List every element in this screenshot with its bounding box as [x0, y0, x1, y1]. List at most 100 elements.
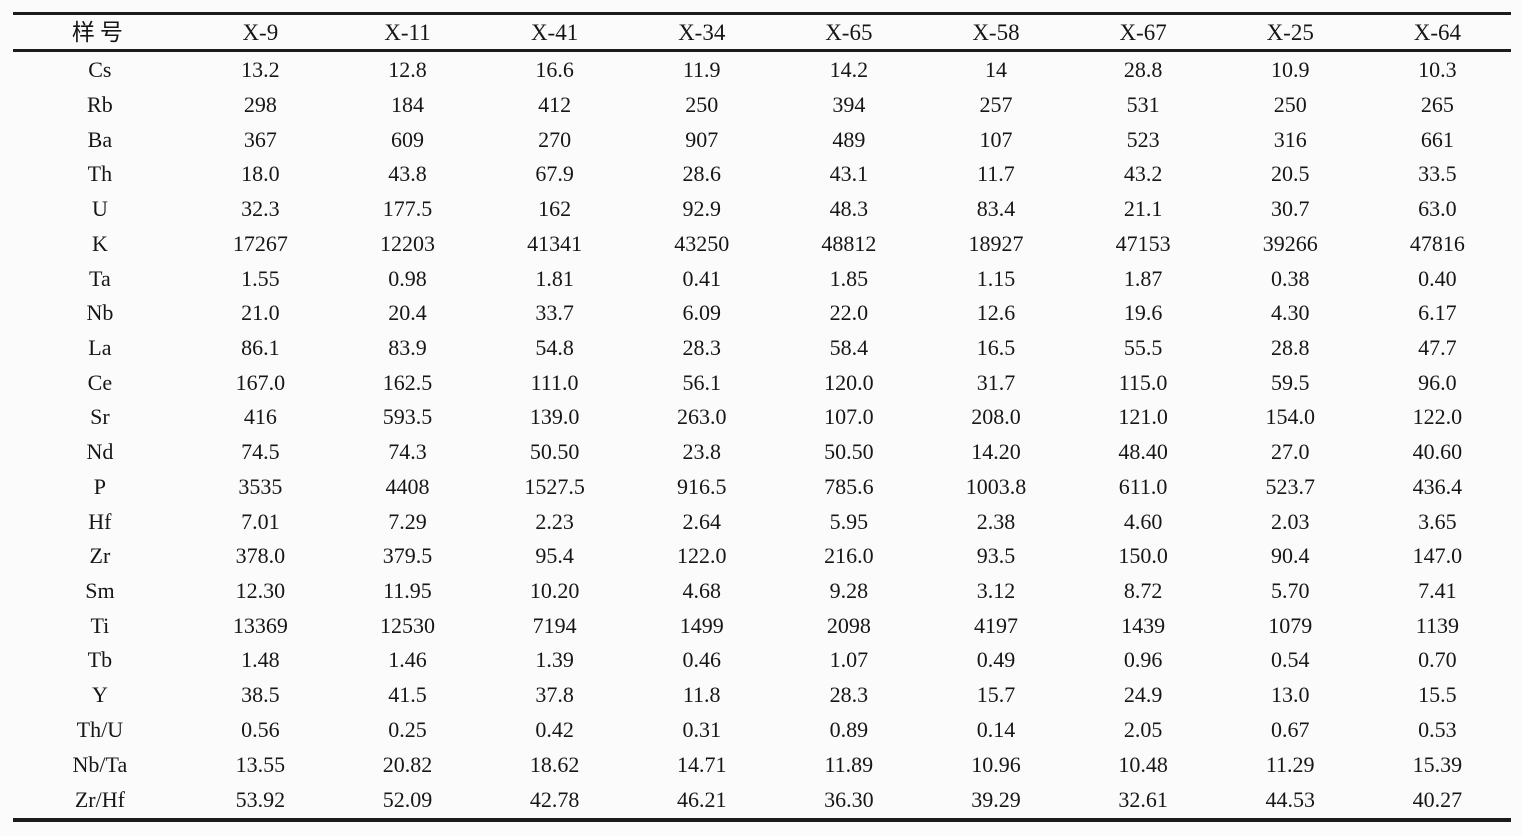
sample-column-header: X-64 [1413, 19, 1462, 45]
value-cell: 42.78 [529, 786, 580, 812]
value-cell: 47816 [1409, 230, 1465, 256]
value-cell: 107 [979, 126, 1013, 152]
value-cell: 9.28 [829, 578, 869, 604]
value-cell: 28.8 [1270, 334, 1310, 360]
value-cell: 1.07 [829, 647, 869, 673]
table-row: U 32.3 177.5 162 92.9 48.3 83.4 21.1 30.7 63.0 [13, 192, 1511, 227]
value-cell: 31.7 [976, 369, 1016, 395]
value-cell: 3.65 [1418, 508, 1457, 534]
value-cell: 44.53 [1265, 786, 1315, 812]
value-cell: 93.5 [976, 543, 1016, 569]
value-cell: 15.5 [1418, 682, 1457, 708]
element-row-label: Y [91, 682, 108, 708]
value-cell: 39.29 [971, 786, 1021, 812]
value-cell: 111.0 [530, 369, 579, 395]
value-cell: 1.15 [976, 265, 1016, 291]
value-cell: 17267 [232, 230, 288, 256]
value-cell: 74.3 [388, 439, 427, 465]
value-cell: 43.8 [388, 161, 427, 187]
value-cell: 56.1 [682, 369, 721, 395]
value-cell: 83.9 [388, 334, 427, 360]
table-row: Nb/Ta 13.55 20.82 18.62 14.71 11.89 10.96 10.48… [13, 747, 1511, 782]
value-cell: 1499 [679, 612, 724, 638]
value-cell: 0.46 [682, 647, 721, 673]
value-cell: 90.4 [1270, 543, 1310, 569]
value-cell: 43.1 [829, 161, 869, 187]
value-cell: 13.0 [1270, 682, 1310, 708]
element-row-label: Nb/Ta [72, 751, 128, 777]
value-cell: 378.0 [235, 543, 286, 569]
value-cell: 3.12 [976, 578, 1016, 604]
value-cell: 1.81 [535, 265, 574, 291]
value-cell: 47153 [1115, 230, 1171, 256]
sample-column-header: X-67 [1119, 19, 1167, 45]
sample-id-column-header: 样号 [71, 19, 128, 45]
value-cell: 7.01 [241, 508, 280, 534]
value-cell: 19.6 [1123, 300, 1163, 326]
value-cell: 20.82 [382, 751, 433, 777]
value-cell: 2098 [826, 612, 871, 638]
value-cell: 12.8 [388, 56, 427, 82]
value-cell: 0.25 [388, 716, 427, 742]
value-cell: 14 [984, 56, 1007, 82]
value-cell: 609 [390, 126, 424, 152]
table-row: Ba 367 609 270 907 489 107 523 316 661 [13, 122, 1511, 157]
element-row-label: Ce [87, 369, 113, 395]
value-cell: 2.38 [976, 508, 1016, 534]
value-cell: 1139 [1415, 612, 1459, 638]
table-row: Rb 298 184 412 250 394 257 531 250 265 [13, 88, 1511, 123]
value-cell: 14.20 [971, 439, 1021, 465]
value-cell: 50.50 [824, 439, 874, 465]
value-cell: 1.46 [388, 647, 427, 673]
value-cell: 32.61 [1118, 786, 1168, 812]
element-row-label: K [91, 230, 108, 256]
value-cell: 11.9 [682, 56, 721, 82]
value-cell: 63.0 [1418, 196, 1457, 222]
value-cell: 28.3 [829, 682, 869, 708]
table-row: Nd 74.5 74.3 50.50 23.8 50.50 14.20 48.40 27.0 40… [13, 435, 1511, 470]
value-cell: 6.17 [1418, 300, 1457, 326]
value-cell: 184 [390, 91, 424, 117]
value-cell: 250 [685, 91, 719, 117]
value-cell: 13.2 [241, 56, 280, 82]
value-cell: 46.21 [676, 786, 727, 812]
element-row-label: Hf [88, 508, 112, 534]
value-cell: 916.5 [676, 473, 727, 499]
value-cell: 30.7 [1270, 196, 1310, 222]
value-cell: 36.30 [824, 786, 874, 812]
value-cell: 48.40 [1118, 439, 1168, 465]
value-cell: 55.5 [1123, 334, 1163, 360]
value-cell: 12530 [379, 612, 435, 638]
element-row-label: La [88, 334, 112, 360]
value-cell: 263.0 [676, 404, 727, 430]
value-cell: 18.0 [241, 161, 280, 187]
element-row-label: Sr [90, 404, 110, 430]
value-cell: 16.5 [976, 334, 1016, 360]
value-cell: 257 [979, 91, 1013, 117]
value-cell: 167.0 [235, 369, 286, 395]
value-cell: 39266 [1262, 230, 1318, 256]
value-cell: 23.8 [682, 439, 721, 465]
table-row: Th/U 0.56 0.25 0.42 0.31 0.89 0.14 2.05 0.67 0.53 [13, 713, 1511, 748]
value-cell: 316 [1273, 126, 1307, 152]
table-row: Ti 13369 12530 7194 1499 2098 4197 1439 1079 1139 [13, 608, 1511, 643]
value-cell: 150.0 [1118, 543, 1168, 569]
value-cell: 162 [538, 196, 572, 222]
value-cell: 0.96 [1123, 647, 1163, 673]
sample-column-header: X-41 [530, 19, 579, 45]
value-cell: 11.8 [682, 682, 721, 708]
value-cell: 416 [243, 404, 277, 430]
element-row-label: Nd [86, 439, 114, 465]
value-cell: 379.5 [382, 543, 433, 569]
value-cell: 120.0 [824, 369, 874, 395]
value-cell: 1003.8 [965, 473, 1027, 499]
table-row: Sr 416 593.5 139.0 263.0 107.0 208.0 121.0 154.0… [13, 400, 1511, 435]
value-cell: 40.60 [1412, 439, 1463, 465]
value-cell: 1439 [1121, 612, 1166, 638]
value-cell: 162.5 [382, 369, 433, 395]
value-cell: 661 [1420, 126, 1454, 152]
value-cell: 20.5 [1270, 161, 1310, 187]
value-cell: 122.0 [1412, 404, 1463, 430]
value-cell: 0.49 [976, 647, 1016, 673]
value-cell: 10.9 [1270, 56, 1310, 82]
